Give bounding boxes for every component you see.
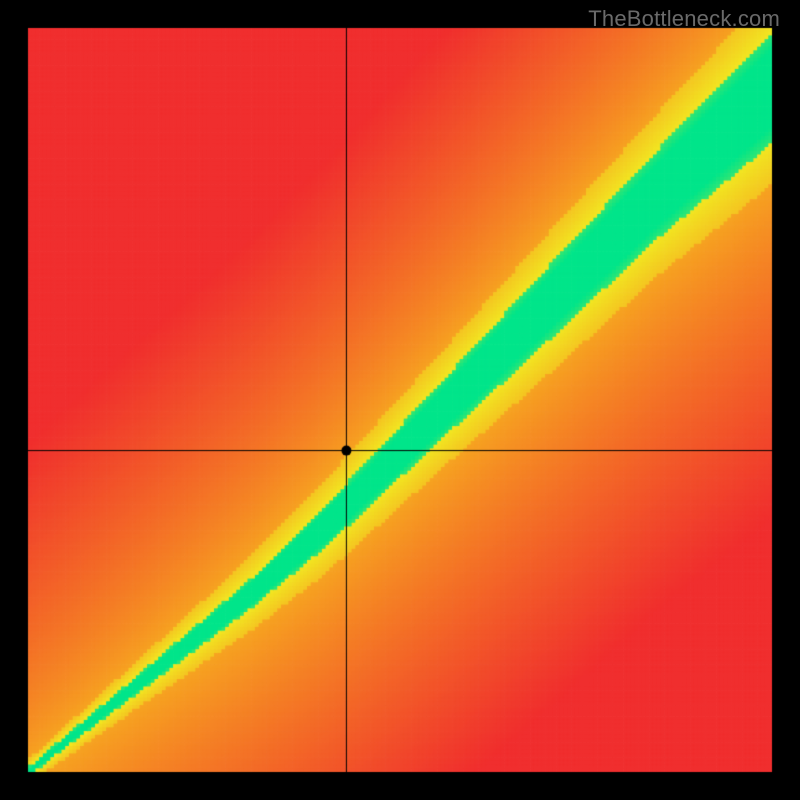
heatmap-canvas xyxy=(0,0,800,800)
chart-container: TheBottleneck.com xyxy=(0,0,800,800)
watermark-text: TheBottleneck.com xyxy=(588,6,780,32)
